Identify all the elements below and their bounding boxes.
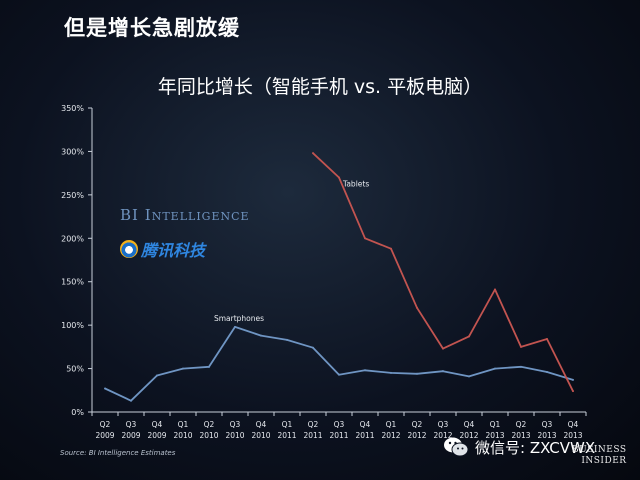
- smartphones-point: [468, 375, 470, 378]
- smartphones-point: [208, 365, 210, 368]
- tablets-point: [390, 247, 392, 250]
- business-insider-line2: INSIDER: [581, 456, 627, 466]
- smartphones-point: [234, 325, 236, 328]
- business-insider-logo: BUSINESS INSIDER: [572, 445, 627, 467]
- y-tick-label: 100%: [61, 321, 84, 330]
- business-insider-line1: BUSINESS: [572, 445, 627, 455]
- x-tick-label-year: 2012: [407, 431, 426, 440]
- smartphones-label: Smartphones: [214, 314, 264, 323]
- y-tick-label: 350%: [61, 104, 84, 113]
- smartphones-point: [416, 372, 418, 375]
- x-tick-label-year: 2011: [355, 431, 374, 440]
- x-tick-label-year: 2012: [381, 431, 400, 440]
- x-tick-label-quarter: Q2: [204, 420, 215, 429]
- x-tick-label-quarter: Q3: [334, 420, 345, 429]
- x-tick-label-year: 2013: [537, 431, 556, 440]
- smartphones-point: [390, 371, 392, 374]
- smartphones-point: [312, 346, 314, 349]
- x-tick-label-year: 2010: [225, 431, 244, 440]
- y-tick-label: 200%: [61, 234, 84, 243]
- x-tick-label-quarter: Q1: [178, 420, 189, 429]
- smartphones-point: [286, 338, 288, 341]
- smartphones-point: [130, 399, 132, 402]
- x-tick-label-quarter: Q2: [516, 420, 527, 429]
- x-tick-label-year: 2011: [329, 431, 348, 440]
- wechat-id: 微信号: ZXCVWX: [475, 438, 596, 457]
- x-tick-label-year: 2013: [511, 431, 530, 440]
- smartphones-series-line: [104, 326, 574, 402]
- tablets-point: [338, 176, 340, 179]
- tablets-point: [572, 390, 574, 393]
- x-tick-label-year: 2010: [199, 431, 218, 440]
- tablets-label: Tablets: [342, 179, 369, 188]
- tablets-point: [312, 152, 314, 155]
- x-tick-label-year: 2011: [303, 431, 322, 440]
- wechat-watermark: 微信号: ZXCVWX: [443, 436, 595, 458]
- x-tick-label-quarter: Q4: [464, 420, 475, 429]
- x-tick-label-year: 2012: [459, 431, 478, 440]
- x-tick-label-year: 2010: [251, 431, 270, 440]
- x-tick-label-quarter: Q2: [100, 420, 111, 429]
- tablets-series-line: [312, 152, 574, 392]
- tablets-point: [546, 338, 548, 341]
- y-tick-label: 150%: [61, 278, 84, 287]
- x-tick-label-quarter: Q1: [490, 420, 501, 429]
- x-tick-label-year: 2013: [485, 431, 504, 440]
- y-tick-label: 50%: [66, 365, 84, 374]
- x-tick-label-year: 2013: [563, 431, 582, 440]
- tablets-point: [364, 237, 366, 240]
- x-tick-label-year: 2011: [277, 431, 296, 440]
- tablets-point: [520, 345, 522, 348]
- smartphones-point: [156, 374, 158, 377]
- x-tick-label-quarter: Q1: [386, 420, 397, 429]
- x-tick-label-year: 2009: [121, 431, 140, 440]
- x-tick-label-quarter: Q3: [438, 420, 449, 429]
- x-tick-label-quarter: Q3: [126, 420, 137, 429]
- tencent-tech-label: 腾讯科技: [141, 241, 206, 260]
- bi-intelligence-watermark: BI INTELLIGENCE: [120, 206, 250, 224]
- wechat-icon: [444, 437, 469, 457]
- x-tick-label-quarter: Q2: [412, 420, 423, 429]
- x-tick-label-quarter: Q4: [152, 420, 163, 429]
- x-tick-label-year: 2012: [433, 431, 452, 440]
- slide-title: 但是增长急剧放缓: [64, 16, 240, 40]
- smartphones-point: [182, 367, 184, 370]
- x-tick-label-quarter: Q3: [542, 420, 553, 429]
- smartphones-point: [104, 387, 106, 390]
- x-tick-label-quarter: Q4: [568, 420, 579, 429]
- x-tick-label-quarter: Q2: [308, 420, 319, 429]
- smartphones-point: [546, 371, 548, 374]
- tablets-point: [468, 335, 470, 338]
- x-tick-label-year: 2009: [147, 431, 166, 440]
- smartphones-point: [442, 370, 444, 373]
- smartphones-point: [260, 334, 262, 337]
- tencent-tech-watermark: 腾讯科技: [120, 237, 205, 261]
- smartphones-point: [520, 365, 522, 368]
- y-tick-label: 300%: [61, 147, 84, 156]
- tablets-point: [494, 288, 496, 291]
- chart-source: Source: BI Intelligence Estimates: [60, 449, 176, 457]
- tencent-logo-icon: [120, 240, 138, 258]
- x-tick-label-quarter: Q4: [256, 420, 267, 429]
- x-tick-label-quarter: Q4: [360, 420, 371, 429]
- x-tick-label-quarter: Q3: [230, 420, 241, 429]
- y-tick-label: 250%: [61, 191, 84, 200]
- smartphones-point: [338, 373, 340, 376]
- smartphones-point: [572, 378, 574, 381]
- y-tick-label: 0%: [71, 408, 84, 417]
- tablets-point: [442, 347, 444, 350]
- smartphones-point: [364, 369, 366, 372]
- x-tick-label-quarter: Q1: [282, 420, 293, 429]
- x-tick-label-year: 2009: [95, 431, 114, 440]
- smartphones-point: [494, 367, 496, 370]
- chart-title: 年同比增长（智能手机 vs. 平板电脑）: [157, 76, 483, 98]
- x-tick-label-year: 2010: [173, 431, 192, 440]
- tablets-point: [416, 306, 418, 309]
